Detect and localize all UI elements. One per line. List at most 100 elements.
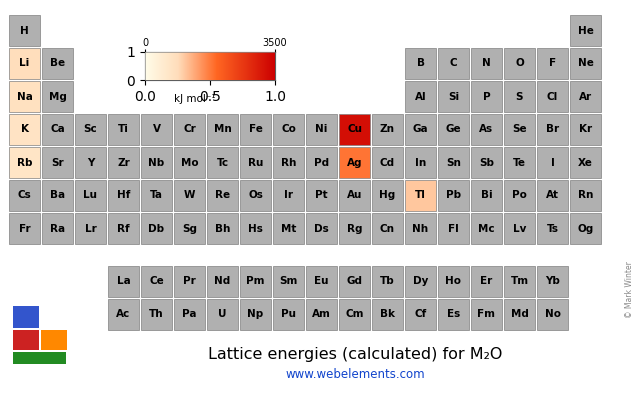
- Text: Ta: Ta: [150, 190, 163, 200]
- Text: Pr: Pr: [183, 276, 196, 286]
- Text: I: I: [550, 158, 554, 168]
- Bar: [405, 299, 436, 330]
- Bar: [306, 147, 337, 178]
- Text: Au: Au: [347, 190, 362, 200]
- Text: Pt: Pt: [315, 190, 328, 200]
- Bar: [372, 147, 403, 178]
- Text: Np: Np: [248, 309, 264, 319]
- Bar: [372, 114, 403, 145]
- Bar: [471, 114, 502, 145]
- Bar: [537, 147, 568, 178]
- Text: Fm: Fm: [477, 309, 495, 319]
- Bar: [141, 299, 172, 330]
- Text: Bi: Bi: [481, 190, 492, 200]
- Text: At: At: [546, 190, 559, 200]
- Text: Ra: Ra: [50, 224, 65, 234]
- Bar: [240, 180, 271, 211]
- Bar: [570, 213, 601, 244]
- Bar: [372, 266, 403, 297]
- Bar: [405, 114, 436, 145]
- Text: Ar: Ar: [579, 92, 592, 102]
- Text: Nh: Nh: [412, 224, 429, 234]
- Bar: [42, 213, 73, 244]
- Bar: [570, 15, 601, 46]
- Text: Fl: Fl: [448, 224, 459, 234]
- Bar: [372, 180, 403, 211]
- Text: Rh: Rh: [281, 158, 296, 168]
- Bar: [108, 213, 139, 244]
- Bar: [240, 147, 271, 178]
- Text: Lattice energies (calculated) for M₂O: Lattice energies (calculated) for M₂O: [208, 348, 502, 362]
- Bar: [9, 81, 40, 112]
- Bar: [240, 299, 271, 330]
- Bar: [13, 306, 39, 328]
- Bar: [339, 299, 370, 330]
- Bar: [405, 81, 436, 112]
- Bar: [108, 147, 139, 178]
- Bar: [306, 114, 337, 145]
- Bar: [438, 81, 469, 112]
- Text: Pu: Pu: [281, 309, 296, 319]
- Text: Bh: Bh: [215, 224, 230, 234]
- Text: Md: Md: [511, 309, 529, 319]
- Text: Bk: Bk: [380, 309, 395, 319]
- Bar: [9, 180, 40, 211]
- Bar: [108, 299, 139, 330]
- Text: Tb: Tb: [380, 276, 395, 286]
- Bar: [537, 180, 568, 211]
- Text: Sn: Sn: [446, 158, 461, 168]
- Text: Sm: Sm: [279, 276, 298, 286]
- Bar: [141, 213, 172, 244]
- Text: Tl: Tl: [415, 190, 426, 200]
- Text: Lr: Lr: [84, 224, 97, 234]
- Text: Cs: Cs: [18, 190, 31, 200]
- Text: Ds: Ds: [314, 224, 329, 234]
- Text: Gd: Gd: [346, 276, 362, 286]
- Bar: [438, 114, 469, 145]
- Bar: [438, 147, 469, 178]
- Bar: [207, 266, 238, 297]
- Bar: [207, 299, 238, 330]
- Text: Lu: Lu: [83, 190, 97, 200]
- Text: W: W: [184, 190, 195, 200]
- Text: Ca: Ca: [50, 124, 65, 134]
- Bar: [75, 180, 106, 211]
- Bar: [471, 266, 502, 297]
- Bar: [240, 266, 271, 297]
- Bar: [570, 114, 601, 145]
- Bar: [438, 48, 469, 79]
- Text: Tc: Tc: [216, 158, 228, 168]
- Text: Sg: Sg: [182, 224, 197, 234]
- Text: F: F: [549, 58, 556, 68]
- Text: Tm: Tm: [511, 276, 529, 286]
- Text: Sb: Sb: [479, 158, 494, 168]
- Bar: [570, 180, 601, 211]
- Text: Cr: Cr: [183, 124, 196, 134]
- Bar: [9, 48, 40, 79]
- Text: Ne: Ne: [577, 58, 593, 68]
- Bar: [438, 266, 469, 297]
- Text: O: O: [515, 58, 524, 68]
- Bar: [108, 180, 139, 211]
- Text: Sc: Sc: [84, 124, 97, 134]
- Bar: [339, 266, 370, 297]
- Text: Ag: Ag: [347, 158, 362, 168]
- Bar: [504, 180, 535, 211]
- Bar: [75, 147, 106, 178]
- Text: Se: Se: [512, 124, 527, 134]
- Bar: [504, 299, 535, 330]
- Bar: [339, 180, 370, 211]
- Text: Pb: Pb: [446, 190, 461, 200]
- Bar: [438, 299, 469, 330]
- Bar: [471, 213, 502, 244]
- Bar: [570, 48, 601, 79]
- Bar: [471, 299, 502, 330]
- Bar: [42, 114, 73, 145]
- Bar: [273, 213, 304, 244]
- Text: U: U: [218, 309, 227, 319]
- Text: Og: Og: [577, 224, 594, 234]
- Bar: [372, 213, 403, 244]
- Bar: [108, 114, 139, 145]
- Bar: [471, 147, 502, 178]
- Text: Dy: Dy: [413, 276, 428, 286]
